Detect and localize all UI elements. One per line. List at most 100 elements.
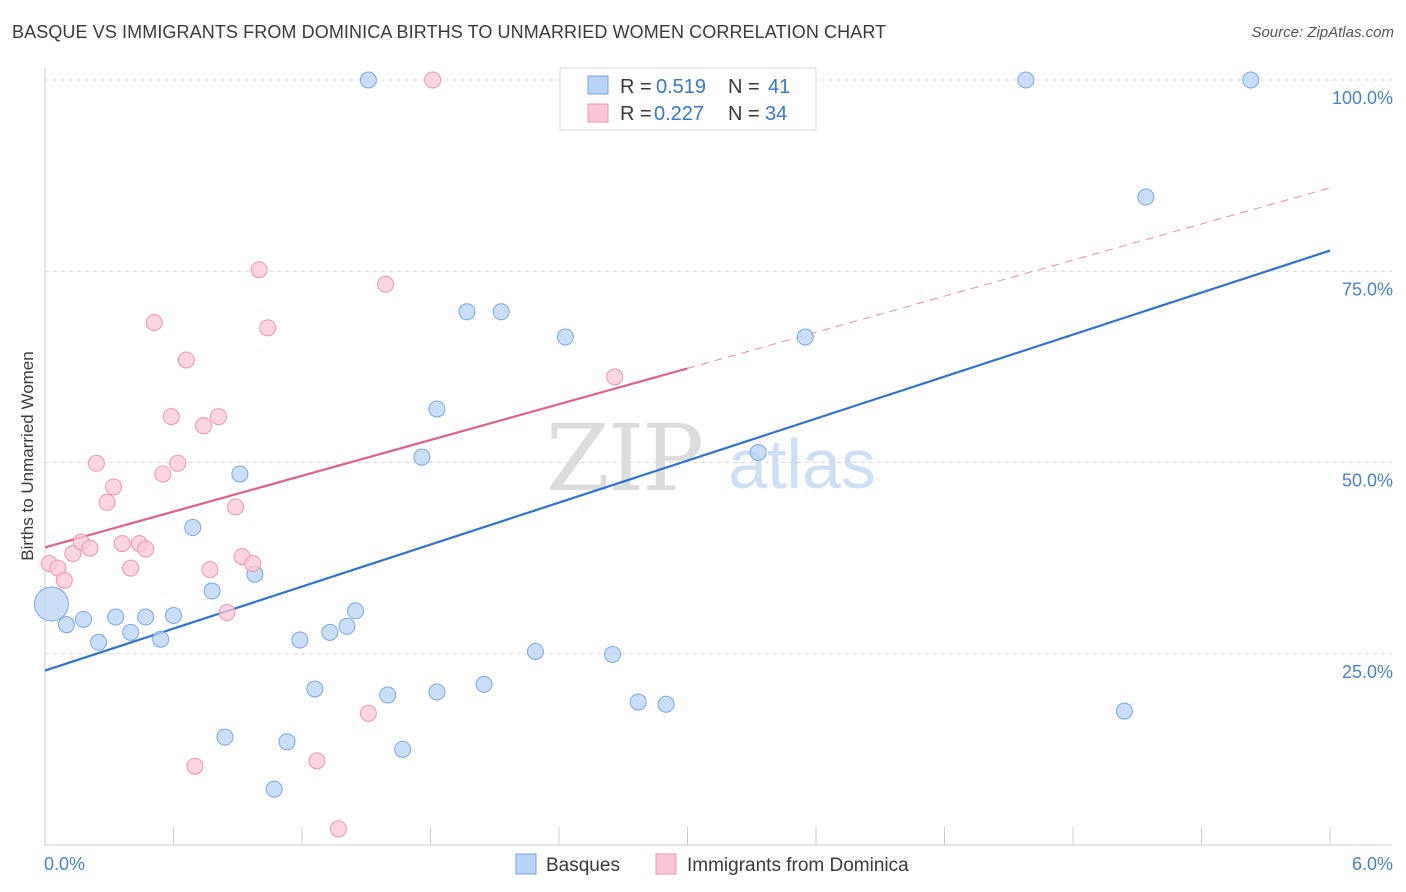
point-dominica-26 [250, 261, 268, 279]
point-basques-4 [107, 608, 125, 626]
y-tick-label-25: 25.0% [1342, 662, 1393, 682]
point-basques-30 [526, 642, 544, 660]
trend-line-basques [44, 249, 1331, 672]
legend-r-value-dominica: 0.227 [654, 103, 704, 125]
y-tick-label-100: 100.0% [1332, 88, 1393, 108]
legend-swatch-dominica [587, 103, 609, 123]
point-basques-8 [165, 607, 182, 624]
y-tick-label-75: 75.0% [1342, 279, 1393, 299]
y-axis-label: Births to Unmarried Women [18, 351, 37, 560]
point-basques-1 [57, 616, 75, 634]
point-basques-35 [749, 444, 767, 462]
point-basques-10 [203, 582, 221, 600]
trend-line-dominica-extension [687, 187, 1331, 369]
point-dominica-30 [359, 704, 377, 722]
source-credit: Source: ZipAtlas.com [1251, 24, 1394, 41]
legend-r-label-basques: R = [620, 76, 652, 98]
point-basques-32 [604, 646, 622, 664]
x-tick-label-max: 6.0% [1352, 854, 1393, 874]
watermark: ZIP atlas [546, 405, 876, 512]
bottom-legend-label-dominica: Immigrants from Dominica [687, 855, 909, 876]
point-dominica-31 [377, 275, 395, 293]
point-basques-9 [184, 519, 202, 537]
point-basques-37 [1017, 71, 1035, 89]
point-dominica-2 [55, 571, 73, 589]
point-basques-20 [347, 602, 365, 620]
point-dominica-25 [244, 554, 262, 572]
bottom-legend-swatch-dominica [655, 853, 677, 875]
point-basques-40 [1242, 71, 1260, 89]
point-basques-24 [413, 448, 431, 466]
point-dominica-7 [98, 493, 116, 511]
point-dominica-17 [177, 351, 195, 369]
point-basques-0 [33, 586, 69, 622]
point-basques-36 [796, 328, 814, 346]
point-basques-6 [137, 608, 155, 626]
point-basques-33 [629, 693, 647, 711]
point-basques-17 [306, 680, 324, 698]
point-basques-26 [428, 683, 446, 701]
point-dominica-20 [201, 561, 219, 579]
trend-lines [44, 187, 1331, 672]
point-dominica-28 [308, 752, 326, 770]
point-basques-3 [90, 633, 108, 651]
point-basques-39 [1137, 188, 1155, 206]
point-basques-5 [122, 623, 140, 641]
bottom-legend-swatch-basques [515, 853, 537, 875]
point-basques-27 [458, 303, 476, 321]
point-basques-2 [75, 610, 93, 628]
point-dominica-27 [259, 319, 277, 337]
point-basques-12 [231, 465, 249, 483]
point-dominica-10 [122, 559, 140, 577]
point-dominica-21 [209, 408, 227, 426]
point-basques-29 [492, 303, 510, 321]
point-dominica-8 [105, 478, 123, 496]
point-dominica-14 [154, 465, 172, 483]
point-dominica-22 [218, 603, 236, 621]
point-basques-28 [475, 675, 493, 693]
legend-r-label-dominica: R = [620, 103, 652, 125]
chart-title: BASQUE VS IMMIGRANTS FROM DOMINICA BIRTH… [12, 22, 887, 42]
point-basques-19 [338, 617, 356, 635]
bottom-legend-label-basques: Basques [546, 855, 620, 876]
y-tick-label-50: 50.0% [1342, 471, 1393, 491]
point-dominica-5 [81, 539, 99, 557]
point-basques-38 [1115, 702, 1133, 720]
point-dominica-16 [169, 454, 187, 472]
point-dominica-9 [113, 535, 131, 553]
x-tick-label-min: 0.0% [44, 854, 85, 874]
point-basques-15 [278, 733, 296, 751]
legend-r-value-basques: 0.519 [656, 76, 706, 98]
point-dominica-33 [606, 368, 624, 386]
point-dominica-18 [186, 757, 204, 775]
watermark-zip: ZIP [546, 405, 702, 512]
point-basques-16 [291, 631, 309, 649]
axes: 25.0% 50.0% 75.0% 100.0% [44, 68, 1393, 846]
point-basques-18 [321, 623, 339, 641]
point-dominica-6 [87, 454, 105, 472]
point-basques-23 [394, 740, 412, 758]
point-basques-7 [152, 630, 170, 648]
point-basques-21 [359, 71, 377, 89]
point-dominica-3 [64, 545, 82, 563]
point-dominica-23 [227, 498, 245, 516]
point-dominica-15 [162, 408, 180, 426]
point-basques-22 [379, 686, 397, 704]
legend-n-value-dominica: 34 [765, 103, 787, 125]
data-points [33, 71, 1260, 838]
point-dominica-19 [194, 417, 212, 435]
point-basques-11 [216, 728, 234, 746]
watermark-atlas: atlas [728, 425, 876, 503]
bottom-legend: Basques Immigrants from Dominica [515, 853, 909, 876]
point-basques-25 [428, 400, 446, 418]
legend-n-label-dominica: N = [728, 103, 760, 125]
legend-n-value-basques: 41 [768, 76, 790, 98]
legend: R = 0.519 N = 41 R = 0.227 N = 34 [559, 67, 817, 131]
point-dominica-13 [145, 314, 163, 332]
point-basques-31 [556, 328, 574, 346]
trend-line-dominica [44, 367, 688, 549]
point-dominica-29 [329, 820, 347, 838]
point-basques-14 [265, 780, 283, 798]
point-dominica-32 [424, 71, 442, 89]
